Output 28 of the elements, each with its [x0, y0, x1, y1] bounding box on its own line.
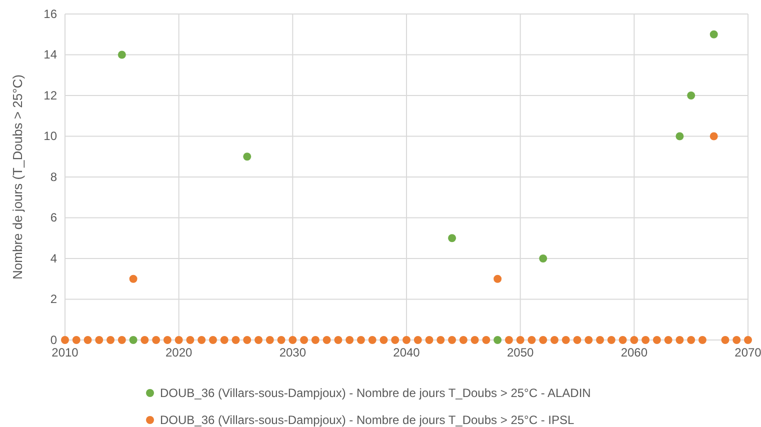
point: [448, 234, 456, 242]
legend-label: DOUB_36 (Villars-sous-Dampjoux) - Nombre de jours T_Doubs > 25°C - IPSL: [160, 413, 575, 427]
point: [710, 30, 718, 38]
y-tick-label: 4: [50, 251, 58, 266]
x-tick-label: 2020: [165, 346, 193, 360]
point: [129, 336, 138, 344]
y-tick-label: 14: [44, 48, 58, 62]
x-tick-label: 2060: [620, 346, 648, 360]
y-tick-label: 2: [50, 292, 58, 306]
point: [243, 152, 252, 161]
x-tick-label: 2010: [52, 346, 79, 360]
point: [494, 336, 502, 344]
y-tick-label: 8: [50, 170, 58, 184]
y-tick-label: 10: [44, 129, 58, 144]
y-tick-label: 12: [44, 88, 58, 102]
y-tick-label: 0: [50, 332, 58, 347]
point: [676, 132, 684, 140]
x-tick-label: 2040: [393, 346, 420, 360]
legend-label: DOUB_36 (Villars-sous-Dampjoux) - Nombre de jours T_Doubs > 25°C - ALADIN: [160, 386, 591, 400]
y-tick-label: 6: [50, 210, 58, 225]
x-tick-label: 2030: [279, 346, 306, 360]
y-axis-title: Nombre de jours (T_Doubs > 25°C): [10, 74, 25, 280]
y-tick-label: 16: [44, 6, 58, 21]
x-tick-label: 2070: [734, 346, 761, 360]
x-tick-label: 2050: [506, 346, 534, 360]
point: [118, 50, 126, 59]
point: [539, 254, 548, 262]
point: [687, 92, 696, 100]
